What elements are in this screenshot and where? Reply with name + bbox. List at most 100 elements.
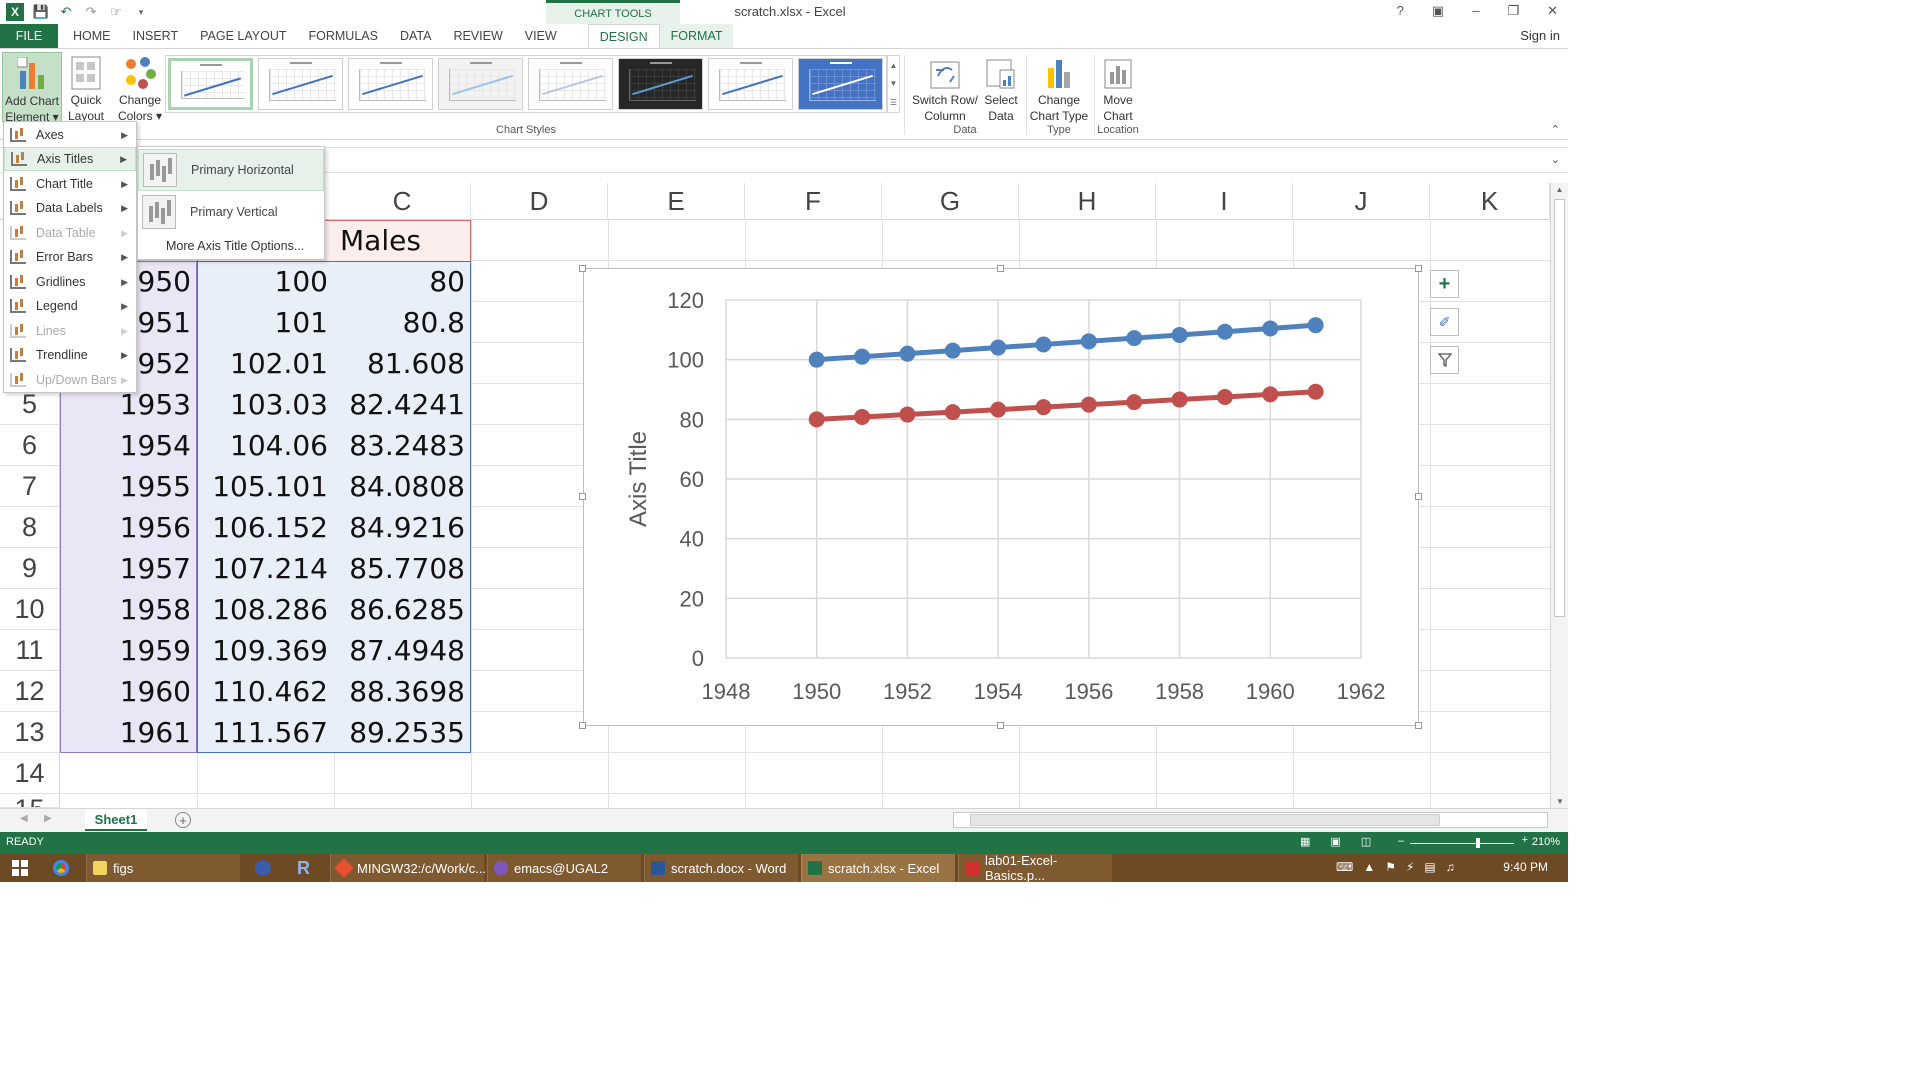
customize-qat-icon[interactable]: ▾ xyxy=(138,6,144,17)
page-layout-view-icon[interactable]: ▣ xyxy=(1330,836,1341,848)
cell-b7[interactable]: 105.101 xyxy=(212,470,328,503)
cell-c5[interactable]: 82.4241 xyxy=(349,388,465,421)
resize-handle[interactable] xyxy=(1415,722,1422,729)
column-header-c[interactable]: C xyxy=(334,183,471,220)
data-point-series-2[interactable] xyxy=(1171,391,1188,408)
zoom-out-icon[interactable]: – xyxy=(1398,835,1405,847)
gallery-more-icon[interactable]: ☰ xyxy=(889,98,898,108)
row-header[interactable]: 8 xyxy=(0,507,60,548)
chart-style-8[interactable] xyxy=(798,58,883,110)
normal-view-icon[interactable]: ▦ xyxy=(1300,836,1311,848)
chart-style-4[interactable] xyxy=(438,58,523,110)
row-header[interactable]: 10 xyxy=(0,589,60,630)
chart-style-7[interactable] xyxy=(708,58,793,110)
move-chart-button[interactable]: Move Chart xyxy=(1096,52,1140,124)
chart-style-6[interactable] xyxy=(618,58,703,110)
gallery-up-icon[interactable]: ▲ xyxy=(889,60,898,70)
cell-b3[interactable]: 101 xyxy=(274,306,328,339)
chart-area[interactable]: 0 20 40 60 80 100 120 1948 1950 1952 1954 1956 1958 1… xyxy=(583,268,1419,726)
tab-insert[interactable]: INSERT xyxy=(132,29,179,43)
chart-filters-button[interactable] xyxy=(1430,346,1459,374)
data-point-series-1[interactable] xyxy=(1262,320,1279,337)
data-point-series-2[interactable] xyxy=(990,401,1007,418)
scroll-up-icon[interactable]: ▲ xyxy=(1555,185,1564,194)
tab-format[interactable]: FORMAT xyxy=(659,24,734,48)
row-header[interactable]: 9 xyxy=(0,548,60,589)
resize-handle[interactable] xyxy=(579,493,586,500)
cell-c13[interactable]: 89.2535 xyxy=(349,716,465,749)
scroll-thumb[interactable] xyxy=(1554,199,1565,617)
menu-item-trendline[interactable]: Trendline ▶ xyxy=(4,343,136,367)
keyboard-icon[interactable]: ⌨ xyxy=(1336,860,1354,874)
menu-item-error-bars[interactable]: Error Bars ▶ xyxy=(4,245,136,269)
data-point-series-1[interactable] xyxy=(990,339,1007,356)
submenu-primary-vertical[interactable]: Primary Vertical xyxy=(138,191,324,233)
help-icon[interactable]: ? xyxy=(1396,3,1404,18)
row-header[interactable]: 14 xyxy=(0,753,60,794)
horizontal-scroll-thumb[interactable] xyxy=(970,814,1440,826)
column-header-d[interactable]: D xyxy=(471,183,608,220)
row-header[interactable]: 12 xyxy=(0,671,60,712)
row-header[interactable]: 5 xyxy=(0,384,60,425)
chart-style-3[interactable] xyxy=(348,58,433,110)
undo-icon[interactable]: ↶ xyxy=(60,4,72,19)
redo-icon[interactable]: ↷ xyxy=(85,4,97,19)
sheet-tab-sheet1[interactable]: Sheet1 xyxy=(85,809,147,831)
eclipse-icon[interactable] xyxy=(255,860,271,876)
resize-handle[interactable] xyxy=(579,265,586,272)
column-header-j[interactable]: J xyxy=(1293,183,1430,220)
zoom-knob[interactable] xyxy=(1476,838,1480,848)
volume-icon[interactable]: ♫ xyxy=(1445,860,1455,874)
row-header[interactable]: 15 xyxy=(0,794,60,808)
cell-b9[interactable]: 107.214 xyxy=(212,552,328,585)
add-chart-element-button[interactable]: Add Chart Element ▾ xyxy=(2,52,62,124)
cell-b5[interactable]: 103.03 xyxy=(230,388,328,421)
cell-a11[interactable]: 1959 xyxy=(119,634,191,667)
cell-b2[interactable]: 100 xyxy=(274,265,328,298)
change-chart-type-button[interactable]: Change Chart Type xyxy=(1028,52,1090,124)
chrome-icon[interactable] xyxy=(53,860,69,876)
cell-a6[interactable]: 1954 xyxy=(119,429,191,462)
data-point-series-2[interactable] xyxy=(944,404,961,421)
cell-b10[interactable]: 108.286 xyxy=(212,593,328,626)
cell-c10[interactable]: 86.6285 xyxy=(349,593,465,626)
data-point-series-2[interactable] xyxy=(1126,394,1143,411)
data-point-series-2[interactable] xyxy=(854,408,871,425)
submenu-primary-horizontal[interactable]: Primary Horizontal xyxy=(138,149,324,191)
menu-item-axes[interactable]: Axes ▶ xyxy=(4,123,136,147)
tray-expand-icon[interactable]: ▲ xyxy=(1363,860,1376,874)
cell-b4[interactable]: 102.01 xyxy=(230,347,328,380)
cell-a13[interactable]: 1961 xyxy=(119,716,191,749)
restore-icon[interactable]: ❐ xyxy=(1507,3,1520,18)
cell-c11[interactable]: 87.4948 xyxy=(349,634,465,667)
close-icon[interactable]: ✕ xyxy=(1547,3,1558,18)
data-point-series-2[interactable] xyxy=(1080,396,1097,413)
cell-b13[interactable]: 111.567 xyxy=(212,716,328,749)
chart-styles-button[interactable]: ✐ xyxy=(1430,308,1459,336)
row-header[interactable]: 11 xyxy=(0,630,60,671)
new-sheet-button[interactable]: + xyxy=(175,812,191,828)
cell-b8[interactable]: 106.152 xyxy=(212,511,328,544)
cell-a12[interactable]: 1960 xyxy=(119,675,191,708)
cell-c6[interactable]: 83.2483 xyxy=(349,429,465,462)
taskbar-item-excel[interactable]: scratch.xlsx - Excel xyxy=(801,854,955,882)
select-data-button[interactable]: Select Data xyxy=(982,52,1020,124)
chart-style-2[interactable] xyxy=(258,58,343,110)
cell-a10[interactable]: 1958 xyxy=(119,593,191,626)
row-header[interactable]: 13 xyxy=(0,712,60,753)
gallery-down-icon[interactable]: ▼ xyxy=(889,79,898,89)
power-icon[interactable]: ⚡ xyxy=(1405,860,1415,874)
cell-a5[interactable]: 1953 xyxy=(119,388,191,421)
data-point-series-1[interactable] xyxy=(1126,330,1143,347)
taskbar-item-mingw[interactable]: MINGW32:/c/Work/c... xyxy=(330,854,486,882)
cell-a9[interactable]: 1957 xyxy=(119,552,191,585)
tab-file[interactable]: FILE xyxy=(0,24,58,48)
y-axis-title[interactable]: Axis Title xyxy=(625,431,652,527)
more-axis-title-options-link[interactable]: More Axis Title Options... xyxy=(166,239,305,253)
taskbar-item-word[interactable]: scratch.docx - Word xyxy=(644,854,798,882)
chart-style-5[interactable] xyxy=(528,58,613,110)
data-point-series-2[interactable] xyxy=(1035,399,1052,416)
menu-item-data-labels[interactable]: Data Labels ▶ xyxy=(4,196,136,220)
cell-c8[interactable]: 84.9216 xyxy=(349,511,465,544)
tab-design[interactable]: DESIGN xyxy=(587,24,660,48)
